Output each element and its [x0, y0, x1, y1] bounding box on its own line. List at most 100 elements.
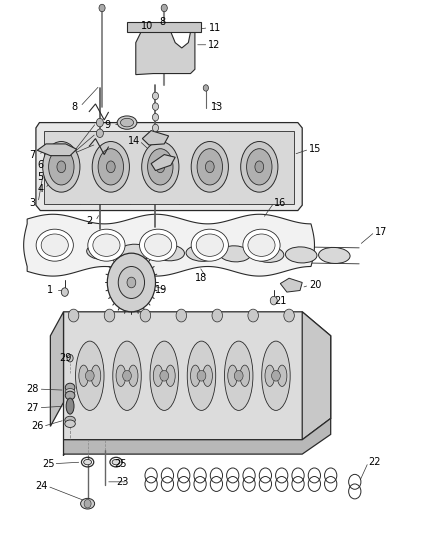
Ellipse shape [112, 459, 120, 465]
Ellipse shape [120, 118, 134, 127]
Text: 4: 4 [37, 184, 43, 193]
Ellipse shape [106, 161, 115, 173]
Circle shape [96, 129, 103, 138]
Ellipse shape [166, 365, 175, 386]
Circle shape [270, 296, 277, 305]
Ellipse shape [128, 365, 138, 386]
Text: 25: 25 [114, 459, 127, 469]
Circle shape [67, 354, 73, 362]
Circle shape [197, 370, 206, 381]
Ellipse shape [36, 229, 74, 261]
Text: 8: 8 [159, 18, 165, 27]
Text: 26: 26 [31, 422, 43, 431]
Ellipse shape [153, 245, 184, 261]
Text: 5: 5 [37, 172, 43, 182]
Text: 17: 17 [375, 227, 387, 237]
Circle shape [107, 253, 155, 312]
Ellipse shape [98, 149, 124, 185]
Circle shape [160, 370, 169, 381]
Text: 9: 9 [104, 120, 110, 130]
Ellipse shape [186, 245, 218, 261]
Ellipse shape [191, 229, 229, 261]
Ellipse shape [197, 149, 223, 185]
Ellipse shape [153, 365, 163, 386]
Ellipse shape [79, 365, 88, 386]
Ellipse shape [87, 244, 118, 260]
Text: 6: 6 [37, 160, 43, 170]
Text: 23: 23 [117, 477, 129, 487]
Ellipse shape [92, 141, 130, 192]
Circle shape [118, 266, 145, 298]
Circle shape [96, 118, 103, 127]
Ellipse shape [65, 391, 75, 400]
Text: 2: 2 [87, 216, 93, 226]
Circle shape [234, 370, 243, 381]
Ellipse shape [255, 161, 264, 173]
Ellipse shape [247, 149, 272, 185]
Circle shape [248, 309, 258, 322]
Circle shape [68, 309, 79, 322]
Ellipse shape [261, 341, 290, 410]
Text: 16: 16 [274, 198, 286, 207]
Ellipse shape [75, 341, 104, 410]
Ellipse shape [243, 229, 280, 261]
Ellipse shape [84, 459, 92, 465]
Polygon shape [64, 418, 331, 456]
Circle shape [99, 4, 105, 12]
Text: 1: 1 [47, 286, 53, 295]
Text: 24: 24 [35, 481, 48, 491]
Text: 25: 25 [42, 459, 54, 469]
Text: 14: 14 [127, 136, 140, 146]
Polygon shape [50, 312, 64, 426]
Ellipse shape [91, 365, 101, 386]
Ellipse shape [248, 234, 275, 256]
Ellipse shape [43, 141, 80, 192]
Text: 3: 3 [29, 198, 35, 207]
Polygon shape [127, 22, 201, 32]
Ellipse shape [286, 247, 317, 263]
Ellipse shape [228, 365, 237, 386]
Polygon shape [151, 155, 175, 171]
Ellipse shape [88, 229, 125, 261]
Ellipse shape [205, 161, 214, 173]
Ellipse shape [241, 141, 278, 192]
Circle shape [123, 370, 131, 381]
Circle shape [85, 370, 94, 381]
Ellipse shape [120, 244, 152, 260]
Text: 8: 8 [71, 102, 78, 111]
Ellipse shape [203, 365, 212, 386]
Circle shape [272, 370, 280, 381]
Text: 21: 21 [274, 296, 286, 305]
Ellipse shape [66, 398, 74, 414]
Ellipse shape [277, 365, 287, 386]
Ellipse shape [150, 341, 179, 410]
Text: 28: 28 [27, 384, 39, 394]
Text: 20: 20 [309, 280, 321, 290]
Ellipse shape [57, 161, 66, 173]
Text: 7: 7 [29, 150, 35, 159]
Circle shape [152, 114, 159, 121]
Circle shape [152, 103, 159, 110]
Circle shape [212, 309, 223, 322]
Circle shape [84, 499, 91, 508]
Ellipse shape [93, 234, 120, 256]
Polygon shape [64, 312, 331, 440]
Polygon shape [36, 123, 302, 211]
Text: 12: 12 [208, 40, 221, 50]
Text: 18: 18 [195, 273, 208, 283]
Ellipse shape [113, 341, 141, 410]
Circle shape [284, 309, 294, 322]
Circle shape [140, 309, 151, 322]
Ellipse shape [139, 229, 177, 261]
Text: 13: 13 [211, 102, 223, 111]
Polygon shape [142, 131, 169, 145]
Ellipse shape [240, 365, 250, 386]
Text: 10: 10 [141, 21, 153, 30]
Text: 27: 27 [27, 403, 39, 413]
Ellipse shape [156, 161, 165, 173]
Ellipse shape [65, 383, 75, 392]
Text: 19: 19 [155, 285, 167, 295]
Ellipse shape [65, 420, 75, 427]
Circle shape [161, 4, 167, 12]
Circle shape [176, 309, 187, 322]
